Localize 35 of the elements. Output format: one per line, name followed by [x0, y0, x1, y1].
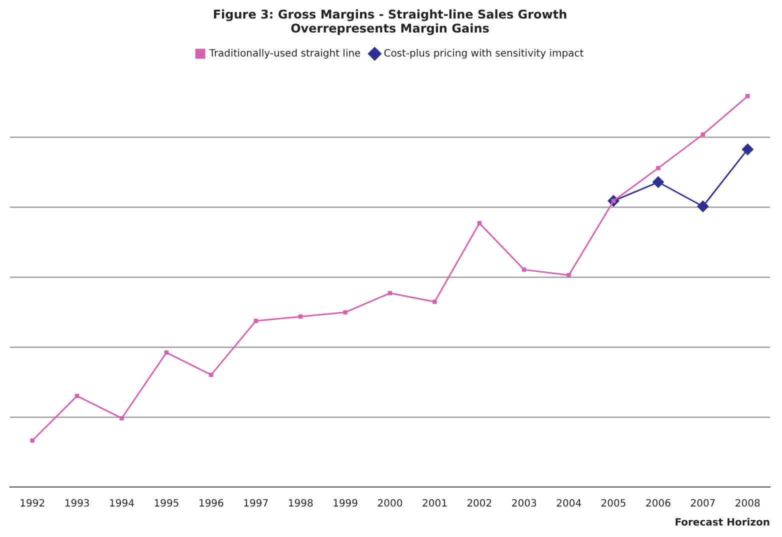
- point: [566, 273, 571, 278]
- x-tick-label: 2006: [646, 498, 671, 510]
- x-tick-label: 1998: [288, 498, 314, 510]
- x-tick-label: 1992: [20, 498, 46, 510]
- x-tick-label: 2005: [600, 498, 626, 510]
- point: [477, 221, 482, 226]
- point: [522, 268, 526, 272]
- x-tick-label: 1995: [154, 498, 180, 510]
- x-tick-label: 2004: [556, 498, 582, 510]
- point: [120, 416, 124, 420]
- x-tick-label: 1994: [109, 498, 134, 510]
- x-axis-title: Forecast Horizon: [674, 518, 770, 529]
- point: [696, 200, 709, 212]
- x-tick-label: 2008: [734, 498, 760, 510]
- legend-label: Cost-plus pricing with sensitivity impact: [384, 48, 584, 60]
- point: [388, 291, 392, 296]
- x-tick-label: 1997: [243, 498, 269, 510]
- x-tick-label: 2002: [466, 498, 492, 510]
- point: [656, 166, 660, 170]
- point: [432, 300, 437, 304]
- x-tick-label: 2007: [690, 498, 716, 510]
- chart-title: Figure 3: Gross Margins - Straight-line Sales Growth Overrepresents Margin Gains: [212, 7, 568, 36]
- x-tick-label: 2000: [377, 498, 403, 510]
- x-tick-label: 1996: [198, 498, 224, 510]
- point: [343, 310, 348, 314]
- legend-label: Traditionally-used straight line: [208, 48, 361, 60]
- x-tick-label: 2003: [511, 498, 537, 510]
- point: [652, 176, 664, 188]
- x-tick-label: 2001: [422, 498, 448, 510]
- point: [209, 372, 214, 377]
- point: [30, 438, 34, 443]
- x-tick-label: 1993: [64, 498, 90, 510]
- point: [746, 94, 750, 98]
- point: [742, 143, 754, 156]
- x-tick-label: 1999: [332, 498, 358, 510]
